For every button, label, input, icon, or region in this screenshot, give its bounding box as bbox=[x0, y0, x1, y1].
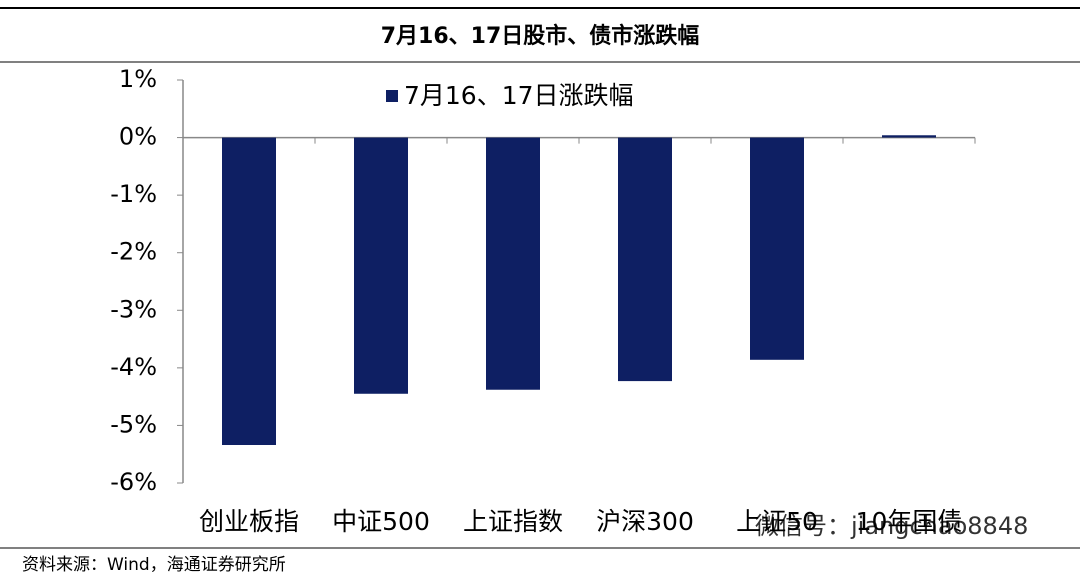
legend-swatch bbox=[386, 90, 398, 102]
bar bbox=[486, 137, 540, 390]
y-tick-label: -2% bbox=[110, 238, 157, 266]
bar bbox=[750, 137, 804, 360]
x-tick-label: 10年国债 bbox=[856, 507, 963, 536]
source: 资料来源：Wind，海通证券研究所 bbox=[22, 555, 286, 575]
bar bbox=[882, 135, 936, 138]
bar bbox=[618, 137, 672, 382]
y-tick-label: -3% bbox=[110, 295, 157, 323]
bar bbox=[354, 137, 408, 394]
x-tick-label: 创业板指 bbox=[199, 507, 299, 536]
y-tick-label: 1% bbox=[119, 65, 157, 93]
x-tick-label: 上证指数 bbox=[463, 507, 563, 536]
x-tick-label: 沪深300 bbox=[596, 507, 694, 536]
x-tick-label: 中证500 bbox=[332, 507, 430, 536]
bar bbox=[222, 137, 276, 446]
chart-title: 7月16、17日股市、债市涨跌幅 bbox=[381, 23, 700, 49]
y-tick-label: -1% bbox=[110, 180, 157, 208]
legend-label: 7月16、17日涨跌幅 bbox=[404, 81, 634, 110]
y-tick-label: 0% bbox=[119, 123, 157, 151]
y-tick-label: -4% bbox=[110, 353, 157, 381]
y-tick-label: -5% bbox=[110, 410, 157, 438]
x-tick-label: 上证50 bbox=[736, 507, 818, 536]
watermark: 微信号：jiangchao8848 bbox=[755, 512, 1028, 540]
y-tick-label: -6% bbox=[110, 468, 157, 496]
